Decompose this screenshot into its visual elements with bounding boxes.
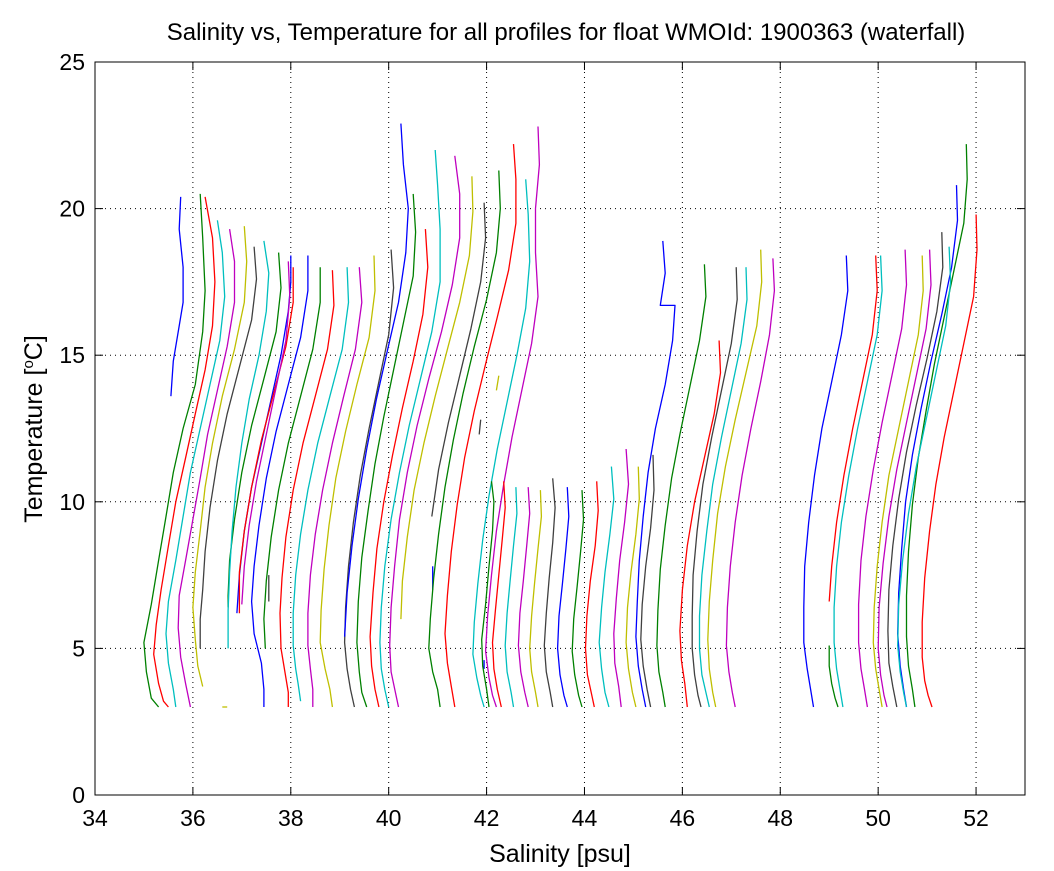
- grid-lines: [95, 62, 1025, 795]
- profile-line-40: [529, 490, 543, 708]
- profile-line-15: [263, 267, 321, 649]
- profile-line-33: [495, 375, 500, 391]
- profile-line-20: [343, 249, 395, 708]
- profile-line-58: [828, 255, 878, 602]
- series-lines: [143, 123, 978, 708]
- profile-line-22: [356, 193, 417, 708]
- profile-line-67: [877, 249, 932, 708]
- profile-line-60: [857, 249, 908, 708]
- profile-line-2: [153, 196, 216, 708]
- x-tick-label-9: 52: [963, 805, 989, 831]
- profile-line-4: [177, 229, 236, 708]
- x-tick-label-0: 34: [82, 805, 108, 831]
- plot-frame: [94, 61, 1026, 796]
- x-axis-label: Salinity [psu]: [489, 840, 631, 868]
- profile-line-8: [227, 252, 282, 608]
- profile-line-52: [698, 267, 748, 708]
- profile-line-26: [400, 176, 474, 620]
- x-tick-label-5: 44: [572, 805, 598, 831]
- profile-line-14: [250, 255, 309, 707]
- profile-line-23: [369, 229, 429, 708]
- profile-line-53: [725, 258, 776, 708]
- y-axis-label-main: Temperature [: [20, 369, 48, 523]
- profile-line-0: [170, 196, 184, 397]
- profile-line-21: [343, 123, 409, 637]
- profile-line-65: [921, 214, 978, 708]
- profile-line-3: [165, 220, 226, 708]
- profile-line-27: [431, 202, 487, 517]
- y-tick-label-4: 20: [59, 196, 85, 222]
- profile-line-43: [571, 490, 585, 708]
- profile-line-50: [656, 264, 707, 708]
- profile-line-47: [625, 466, 640, 708]
- chart-title: Salinity vs, Temperature for all profile…: [167, 19, 966, 46]
- axis-ticks: 34 36 38 40 42 44 46 48 50 52 0 5 10 15 20 25: [59, 49, 1025, 831]
- y-tick-label-5: 25: [59, 49, 85, 75]
- x-tick-label-8: 50: [865, 805, 891, 831]
- profile-line-41: [543, 478, 556, 708]
- profile-line-48: [640, 454, 655, 708]
- profile-line-11: [241, 261, 291, 605]
- x-tick-label-3: 40: [376, 805, 402, 831]
- y-tick-label-2: 10: [59, 489, 85, 515]
- x-tick-label-2: 38: [278, 805, 304, 831]
- profile-line-17: [292, 267, 350, 702]
- profile-line-24: [379, 149, 441, 708]
- profile-line-34: [478, 419, 482, 435]
- profile-line-29: [428, 170, 501, 708]
- x-tick-label-1: 36: [180, 805, 206, 831]
- y-tick-label-3: 15: [59, 342, 85, 368]
- profile-line-36: [481, 481, 495, 708]
- profile-line-9: [238, 267, 294, 614]
- profile-line-45: [598, 466, 615, 708]
- profile-line-1: [143, 193, 206, 708]
- x-tick-label-4: 42: [474, 805, 500, 831]
- y-axis-label-unit: C]: [20, 335, 48, 360]
- profile-line-56: [803, 255, 849, 708]
- profile-line-42: [556, 487, 570, 708]
- profile-line-19: [319, 255, 376, 708]
- profile-line-64: [905, 144, 968, 708]
- x-tick-label-6: 46: [670, 805, 696, 831]
- profile-line-49: [635, 240, 676, 708]
- profile-line-18: [307, 267, 363, 707]
- profile-line-39: [517, 487, 531, 708]
- profile-line-16: [279, 270, 335, 707]
- y-tick-label-0: 0: [72, 782, 85, 808]
- profile-line-66: [897, 246, 952, 708]
- profile-line-44: [584, 481, 599, 708]
- profile-line-38: [504, 487, 518, 708]
- y-axis-label: Temperature [oC]: [20, 335, 48, 523]
- profile-line-55: [691, 267, 738, 708]
- y-tick-label-1: 5: [72, 635, 85, 661]
- profile-line-46: [613, 448, 630, 708]
- profile-line-61: [872, 255, 924, 708]
- profile-line-54: [707, 249, 763, 708]
- profile-line-5: [192, 226, 248, 687]
- profile-line-32: [484, 126, 541, 708]
- profile-line-59: [833, 255, 883, 708]
- profile-line-10: [227, 240, 270, 649]
- x-tick-label-7: 48: [767, 805, 793, 831]
- profile-line-30: [444, 144, 517, 708]
- profile-line-51: [679, 340, 722, 708]
- profile-line-31: [472, 179, 531, 708]
- profile-line-57: [828, 645, 839, 708]
- profile-line-62: [887, 232, 944, 708]
- profile-line-37: [491, 481, 506, 708]
- profile-line-25: [389, 155, 461, 708]
- y-axis-label-sup: o: [20, 360, 37, 368]
- profile-line-6: [199, 246, 258, 649]
